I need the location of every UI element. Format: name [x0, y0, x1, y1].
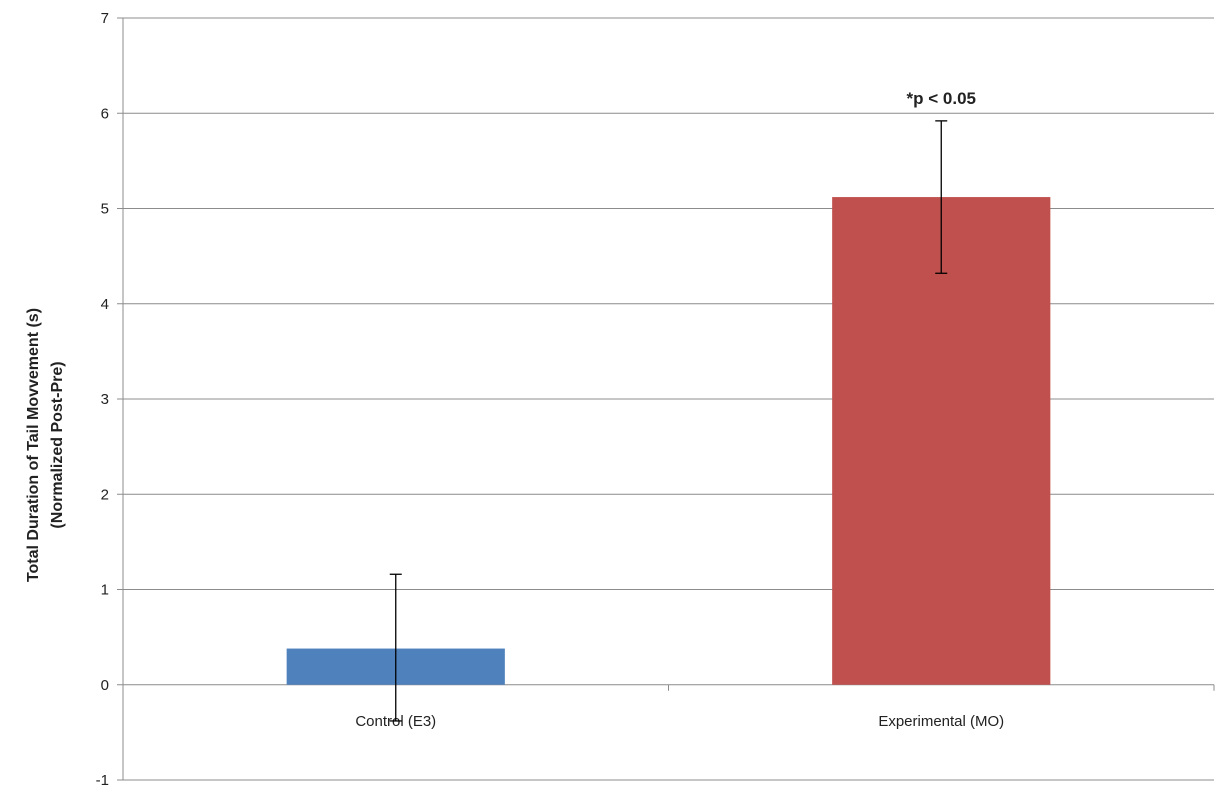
y-axis-label-line-2: (Normalized Post-Pre): [49, 361, 66, 528]
bar: [832, 197, 1051, 685]
y-tick-label: -1: [96, 772, 109, 789]
x-category-label: Experimental (MO): [878, 713, 1004, 730]
y-tick-label: 2: [101, 486, 109, 503]
significance-annotation: *p < 0.05: [907, 89, 976, 108]
y-tick-label: 1: [101, 582, 109, 599]
y-tick-label: 3: [101, 391, 109, 408]
y-tick-label: 7: [101, 10, 109, 27]
y-axis-label: Total Duration of Tail Movvement (s): [25, 308, 42, 582]
y-tick-label: 6: [101, 105, 109, 122]
y-tick-label: 0: [101, 677, 109, 694]
y-tick-label: 5: [101, 201, 109, 218]
y-tick-label: 4: [101, 296, 109, 313]
